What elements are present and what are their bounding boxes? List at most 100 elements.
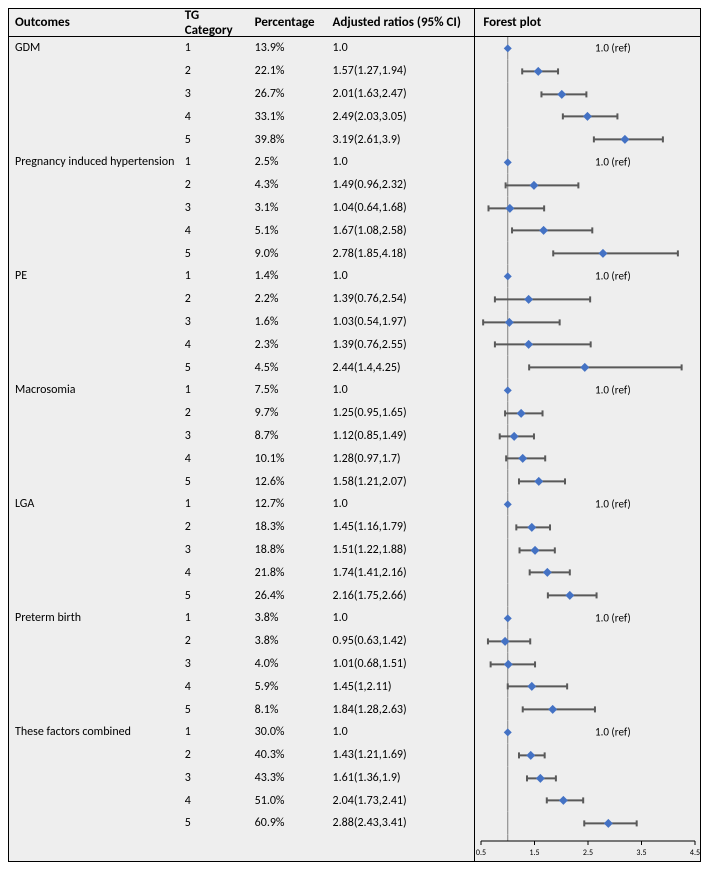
tg-category: 3 — [179, 429, 249, 443]
percentage: 18.3% — [249, 520, 325, 534]
adjusted-ratio: 2.01(1.63,2.47) — [325, 87, 475, 101]
adjusted-ratio: 1.04(0.64,1.68) — [325, 201, 475, 215]
adjusted-ratio: 1.0 — [325, 383, 475, 397]
svg-text:4.5: 4.5 — [690, 848, 700, 858]
adjusted-ratio: 2.88(2.43,3.41) — [325, 816, 475, 830]
percentage: 22.1% — [249, 64, 325, 78]
percentage: 26.4% — [249, 589, 325, 603]
table-row: GDM113.9%1.01.0 (ref) — [9, 37, 700, 60]
forest-svg: 1.0 (ref) — [475, 265, 701, 288]
adjusted-ratio: 1.0 — [325, 725, 475, 739]
tg-category: 4 — [179, 224, 249, 238]
table-row: 31.6%1.03(0.54,1.97) — [9, 311, 700, 334]
percentage: 12.7% — [249, 497, 325, 511]
adjusted-ratio: 1.12(0.85,1.49) — [325, 429, 475, 443]
tg-category: 5 — [179, 361, 249, 375]
adjusted-ratio: 1.45(1.16,1.79) — [325, 520, 475, 534]
table-row: LGA112.7%1.01.0 (ref) — [9, 493, 700, 516]
tg-category: 3 — [179, 657, 249, 671]
forest-cell — [474, 333, 700, 356]
outcome-label: PE — [9, 269, 179, 283]
table-row: 526.4%2.16(1.75,2.66) — [9, 584, 700, 607]
percentage: 8.1% — [249, 703, 325, 717]
table-row: 560.9%2.88(2.43,3.41) — [9, 812, 700, 835]
table-row: 326.7%2.01(1.63,2.47) — [9, 83, 700, 106]
header-outcomes: Outcomes — [9, 15, 179, 30]
table-row: PE11.4%1.01.0 (ref) — [9, 265, 700, 288]
tg-category: 1 — [179, 383, 249, 397]
forest-cell: 1.0 (ref) — [474, 265, 700, 288]
tg-category: 2 — [179, 64, 249, 78]
tg-category: 5 — [179, 475, 249, 489]
adjusted-ratio: 1.03(0.54,1.97) — [325, 315, 475, 329]
svg-text:1.0 (ref): 1.0 (ref) — [595, 611, 631, 624]
forest-svg — [475, 767, 701, 790]
percentage: 4.5% — [249, 361, 325, 375]
adjusted-ratio: 1.28(0.97,1.7) — [325, 452, 475, 466]
forest-cell — [474, 425, 700, 448]
header-tg: TG Category — [179, 8, 249, 38]
forest-cell — [474, 767, 700, 790]
forest-svg — [475, 197, 701, 220]
percentage: 40.3% — [249, 748, 325, 762]
table-row: 222.1%1.57(1.27,1.94) — [9, 60, 700, 83]
outcome-label: LGA — [9, 497, 179, 511]
table-row: 218.3%1.45(1.16,1.79) — [9, 516, 700, 539]
adjusted-ratio: 3.19(2.61,3.9) — [325, 133, 475, 147]
forest-svg — [475, 333, 701, 356]
adjusted-ratio: 1.51(1.22,1.88) — [325, 543, 475, 557]
forest-svg — [475, 539, 701, 562]
adjusted-ratio: 1.39(0.76,2.55) — [325, 338, 475, 352]
table-row: 318.8%1.51(1.22,1.88) — [9, 539, 700, 562]
forest-svg — [475, 744, 701, 767]
forest-svg — [475, 402, 701, 425]
adjusted-ratio: 1.39(0.76,2.54) — [325, 292, 475, 306]
percentage: 13.9% — [249, 41, 325, 55]
adjusted-ratio: 2.49(2.03,3.05) — [325, 110, 475, 124]
forest-svg — [475, 219, 701, 242]
svg-text:1.0 (ref): 1.0 (ref) — [595, 269, 631, 282]
percentage: 3.1% — [249, 201, 325, 215]
adjusted-ratio: 1.57(1.27,1.94) — [325, 64, 475, 78]
tg-category: 1 — [179, 155, 249, 169]
percentage: 39.8% — [249, 133, 325, 147]
forest-svg: 1.0 (ref) — [475, 379, 701, 402]
tg-category: 2 — [179, 292, 249, 306]
table-row: 33.1%1.04(0.64,1.68) — [9, 197, 700, 220]
tg-category: 3 — [179, 771, 249, 785]
forest-cell — [474, 105, 700, 128]
percentage: 51.0% — [249, 794, 325, 808]
adjusted-ratio: 1.0 — [325, 497, 475, 511]
table-row: Preterm birth13.8%1.01.0 (ref) — [9, 607, 700, 630]
forest-svg — [475, 675, 701, 698]
outcome-label: Macrosomia — [9, 383, 179, 397]
tg-category: 5 — [179, 703, 249, 717]
tg-category: 2 — [179, 634, 249, 648]
table-row: 34.0%1.01(0.68,1.51) — [9, 653, 700, 676]
forest-cell — [474, 242, 700, 265]
tg-category: 4 — [179, 680, 249, 694]
forest-svg — [475, 584, 701, 607]
forest-cell — [474, 698, 700, 721]
table-row: 22.2%1.39(0.76,2.54) — [9, 288, 700, 311]
table-row: 433.1%2.49(2.03,3.05) — [9, 105, 700, 128]
percentage: 1.6% — [249, 315, 325, 329]
forest-cell — [474, 83, 700, 106]
adjusted-ratio: 1.0 — [325, 41, 475, 55]
tg-category: 3 — [179, 201, 249, 215]
forest-svg — [475, 288, 701, 311]
tg-category: 4 — [179, 110, 249, 124]
table-row: 512.6%1.58(1.21,2.07) — [9, 470, 700, 493]
table-row: 410.1%1.28(0.97,1.7) — [9, 447, 700, 470]
table-row: 54.5%2.44(1.4,4.25) — [9, 356, 700, 379]
forest-svg — [475, 447, 701, 470]
tg-category: 4 — [179, 566, 249, 580]
table-row: 58.1%1.84(1.28,2.63) — [9, 698, 700, 721]
table-row: 451.0%2.04(1.73,2.41) — [9, 789, 700, 812]
tg-category: 2 — [179, 406, 249, 420]
tg-category: 4 — [179, 338, 249, 352]
forest-cell — [474, 402, 700, 425]
forest-cell — [474, 584, 700, 607]
adjusted-ratio: 1.0 — [325, 269, 475, 283]
forest-cell: 1.0 (ref) — [474, 493, 700, 516]
